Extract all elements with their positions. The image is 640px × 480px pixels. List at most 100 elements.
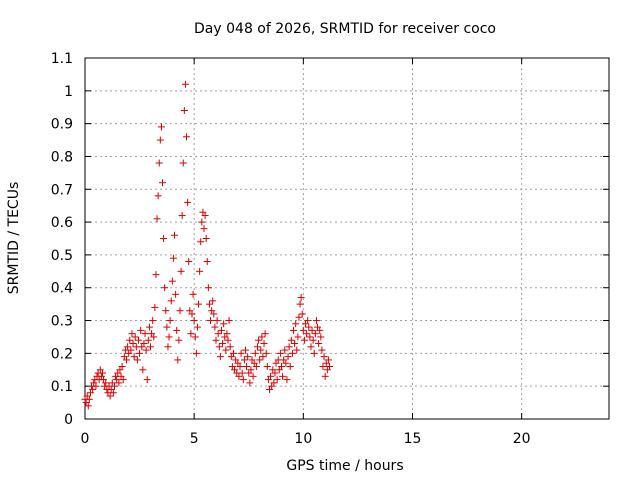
data-point — [226, 343, 234, 351]
data-point — [161, 284, 169, 292]
data-point — [261, 330, 269, 338]
data-point — [236, 362, 244, 370]
data-point — [171, 231, 179, 239]
data-point — [193, 323, 201, 331]
data-point — [237, 349, 245, 357]
data-point — [259, 353, 267, 361]
data-point — [176, 307, 184, 315]
data-point — [316, 326, 324, 334]
y-tick-label: 0.4 — [51, 281, 73, 297]
data-point — [157, 123, 165, 131]
data-point — [197, 238, 205, 246]
data-point — [191, 333, 199, 341]
data-point — [252, 362, 260, 370]
data-point — [131, 333, 139, 341]
y-tick-label: 0.7 — [51, 182, 73, 198]
data-point — [288, 349, 296, 357]
data-point — [216, 353, 224, 361]
data-point — [137, 326, 145, 334]
x-axis-label: GPS time / hours — [286, 458, 403, 474]
data-point — [287, 336, 295, 344]
data-point — [133, 356, 141, 364]
y-axis-label: SRMTID / TECUs — [6, 182, 22, 295]
grid-lines — [85, 58, 609, 419]
data-point — [303, 330, 311, 338]
data-point — [155, 159, 163, 167]
data-point — [190, 317, 198, 325]
data-point — [212, 336, 220, 344]
data-point — [209, 297, 217, 305]
data-point — [282, 359, 290, 367]
data-point — [165, 333, 173, 341]
data-point — [106, 392, 114, 400]
data-point — [321, 372, 329, 380]
data-point — [220, 320, 228, 328]
data-point — [211, 323, 219, 331]
data-point — [140, 340, 148, 348]
data-point — [267, 372, 275, 380]
data-point — [318, 346, 326, 354]
data-point — [308, 326, 316, 334]
data-point — [205, 300, 213, 308]
data-point — [292, 320, 300, 328]
data-point — [115, 379, 123, 387]
data-point — [151, 303, 159, 311]
data-point — [168, 277, 176, 285]
data-point — [188, 310, 196, 318]
x-tick-label: 20 — [513, 431, 531, 447]
data-point — [305, 323, 313, 331]
data-point — [195, 300, 203, 308]
data-point — [279, 372, 287, 380]
data-point — [143, 376, 151, 384]
data-point — [175, 336, 183, 344]
data-point — [278, 362, 285, 370]
chart-title: Day 048 of 2026, SRMTID for receiver coc… — [194, 21, 496, 37]
data-point — [147, 343, 154, 351]
data-point — [136, 349, 144, 357]
data-point — [144, 336, 152, 344]
data-point — [174, 356, 182, 364]
data-point — [153, 215, 161, 223]
data-point — [223, 330, 231, 338]
data-point — [251, 349, 259, 357]
data-point — [162, 307, 170, 315]
data-point — [285, 343, 293, 351]
data-point — [145, 323, 153, 331]
data-point — [204, 284, 212, 292]
data-point — [286, 362, 294, 370]
data-point — [129, 340, 137, 348]
data-point — [256, 356, 264, 364]
data-point — [253, 343, 261, 351]
data-point — [184, 198, 192, 206]
data-point — [238, 369, 246, 377]
data-point — [122, 356, 130, 364]
data-point — [89, 385, 97, 393]
data-point — [159, 179, 167, 187]
data-point — [85, 395, 93, 403]
data-point — [294, 333, 302, 341]
data-point — [130, 353, 138, 361]
data-point — [152, 271, 160, 279]
data-point — [240, 356, 248, 364]
y-tick-label: 1 — [64, 84, 73, 100]
data-point — [124, 343, 132, 351]
data-point — [296, 300, 304, 308]
data-point — [300, 336, 308, 344]
data-point — [263, 362, 271, 370]
data-point — [299, 326, 307, 334]
data-point — [281, 346, 289, 354]
data-point — [295, 313, 303, 321]
data-point — [293, 346, 301, 354]
data-point — [127, 346, 135, 354]
data-point — [177, 267, 185, 275]
data-point — [258, 333, 266, 341]
data-point — [172, 290, 180, 298]
data-point — [119, 376, 127, 384]
data-point — [319, 362, 327, 370]
y-tick-label: 0.8 — [51, 149, 73, 165]
data-points — [81, 80, 334, 410]
data-point — [247, 366, 255, 374]
data-point — [98, 369, 106, 377]
y-tick-label: 0.9 — [51, 117, 73, 133]
